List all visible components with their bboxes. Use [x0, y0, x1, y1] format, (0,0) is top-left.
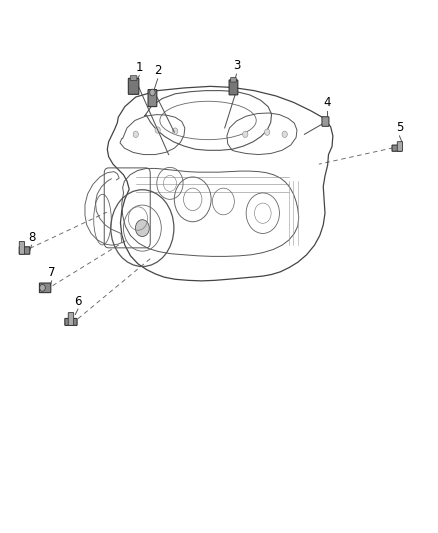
Circle shape: [265, 129, 270, 135]
Text: 1: 1: [135, 61, 143, 74]
FancyBboxPatch shape: [128, 78, 139, 94]
FancyBboxPatch shape: [39, 283, 51, 293]
Text: 3: 3: [233, 60, 240, 72]
Circle shape: [133, 131, 138, 138]
FancyBboxPatch shape: [130, 76, 137, 80]
Circle shape: [282, 131, 287, 138]
FancyBboxPatch shape: [19, 247, 30, 254]
Circle shape: [155, 127, 160, 133]
FancyBboxPatch shape: [19, 241, 25, 254]
Circle shape: [243, 131, 248, 138]
FancyBboxPatch shape: [231, 78, 236, 82]
FancyBboxPatch shape: [322, 117, 329, 126]
FancyBboxPatch shape: [148, 90, 157, 107]
Circle shape: [135, 220, 149, 237]
Text: 7: 7: [48, 266, 56, 279]
FancyBboxPatch shape: [397, 142, 403, 151]
FancyBboxPatch shape: [392, 145, 402, 151]
Text: 2: 2: [154, 64, 162, 77]
Circle shape: [150, 89, 155, 96]
Text: 8: 8: [28, 231, 35, 244]
Circle shape: [40, 285, 45, 291]
Text: 4: 4: [323, 96, 331, 109]
FancyBboxPatch shape: [65, 318, 77, 325]
FancyBboxPatch shape: [229, 80, 238, 95]
Circle shape: [173, 128, 178, 134]
FancyBboxPatch shape: [68, 312, 74, 325]
Text: 5: 5: [396, 122, 403, 134]
Text: 6: 6: [74, 295, 82, 308]
